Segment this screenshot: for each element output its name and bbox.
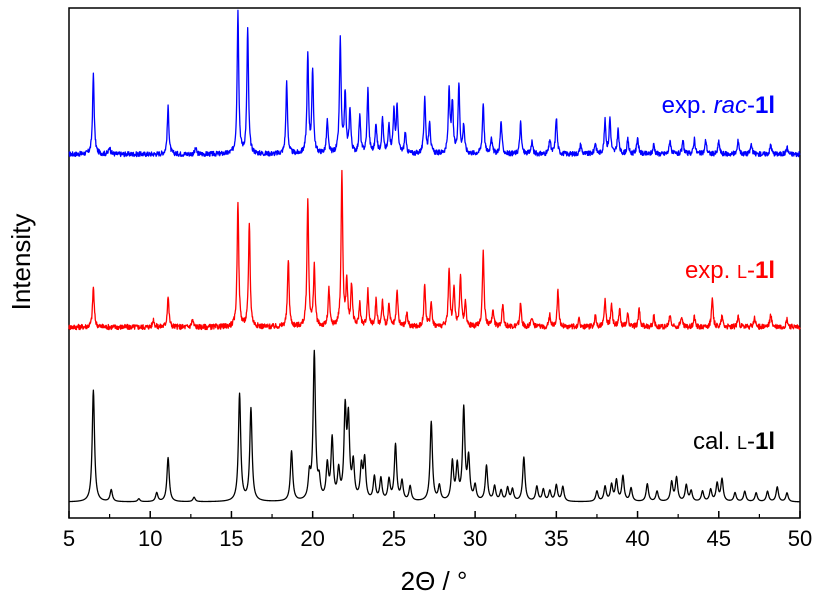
- series-line-1: [68, 169, 801, 331]
- series-labels: exp. rac-1l exp. L-1l cal. L-1l: [662, 92, 775, 455]
- x-tick-label-5: 5: [63, 526, 75, 551]
- x-tick-label-30: 30: [463, 526, 487, 551]
- x-tick-label-10: 10: [138, 526, 162, 551]
- series-label-2: cal. L-1l: [693, 428, 775, 455]
- x-tick-label-25: 25: [382, 526, 406, 551]
- x-tick-label-35: 35: [544, 526, 568, 551]
- x-tick-label-20: 20: [300, 526, 324, 551]
- series-layer: [68, 9, 801, 503]
- series-label-0: exp. rac-1l: [662, 92, 775, 119]
- x-tick-label-50: 50: [788, 526, 812, 551]
- x-axis-title: 2Θ / °: [401, 566, 468, 596]
- x-tick-label-15: 15: [219, 526, 243, 551]
- x-axis: 5 10 15 20 25 30 35 40 45 50: [63, 511, 812, 551]
- series-line-0: [68, 9, 801, 158]
- x-tick-label-40: 40: [625, 526, 649, 551]
- x-tick-label-45: 45: [707, 526, 731, 551]
- series-line-2: [68, 349, 801, 503]
- series-label-1: exp. L-1l: [685, 257, 775, 284]
- y-axis-title: Intensity: [6, 214, 36, 311]
